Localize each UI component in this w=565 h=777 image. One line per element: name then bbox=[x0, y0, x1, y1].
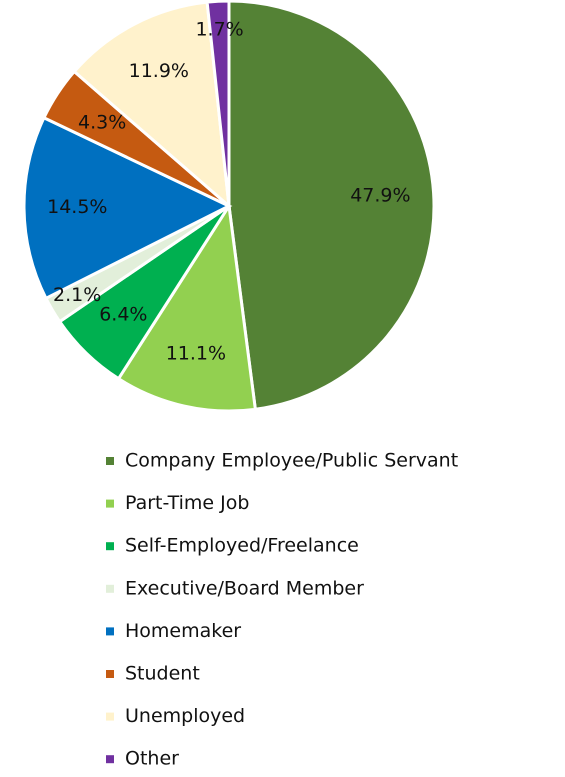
pie-slice bbox=[116, 201, 258, 413]
legend-label: Company Employee/Public Servant bbox=[125, 450, 458, 472]
legend-swatch bbox=[106, 584, 114, 593]
pie-slice bbox=[205, 0, 231, 207]
legend-swatch bbox=[106, 542, 114, 551]
legend-swatch bbox=[106, 627, 114, 636]
legend-swatch bbox=[106, 499, 114, 508]
data-label: 47.9% bbox=[350, 185, 410, 207]
data-label: 4.3% bbox=[78, 111, 126, 133]
pie-slice bbox=[72, 0, 231, 210]
data-label: 11.1% bbox=[166, 343, 226, 365]
legend-swatch bbox=[106, 712, 114, 721]
legend-label: Self-Employed/Freelance bbox=[125, 535, 359, 557]
legend-label: Unemployed bbox=[125, 705, 245, 727]
legend-label: Part-Time Job bbox=[125, 492, 249, 514]
legend-swatch bbox=[106, 755, 114, 764]
data-label: 1.7% bbox=[195, 18, 243, 40]
data-label: 2.1% bbox=[53, 284, 101, 306]
legend-swatch bbox=[106, 670, 114, 678]
legend-label: Homemaker bbox=[125, 620, 241, 642]
pie-slice bbox=[22, 115, 233, 301]
legend-label: Other bbox=[125, 748, 179, 770]
data-label: 6.4% bbox=[99, 303, 147, 325]
legend-label: Executive/Board Member bbox=[125, 577, 364, 599]
pie-slice bbox=[227, 0, 436, 411]
legend-label: Student bbox=[125, 663, 200, 685]
data-label: 14.5% bbox=[47, 196, 107, 218]
legend-swatch bbox=[106, 457, 114, 465]
data-label: 11.9% bbox=[129, 60, 189, 82]
